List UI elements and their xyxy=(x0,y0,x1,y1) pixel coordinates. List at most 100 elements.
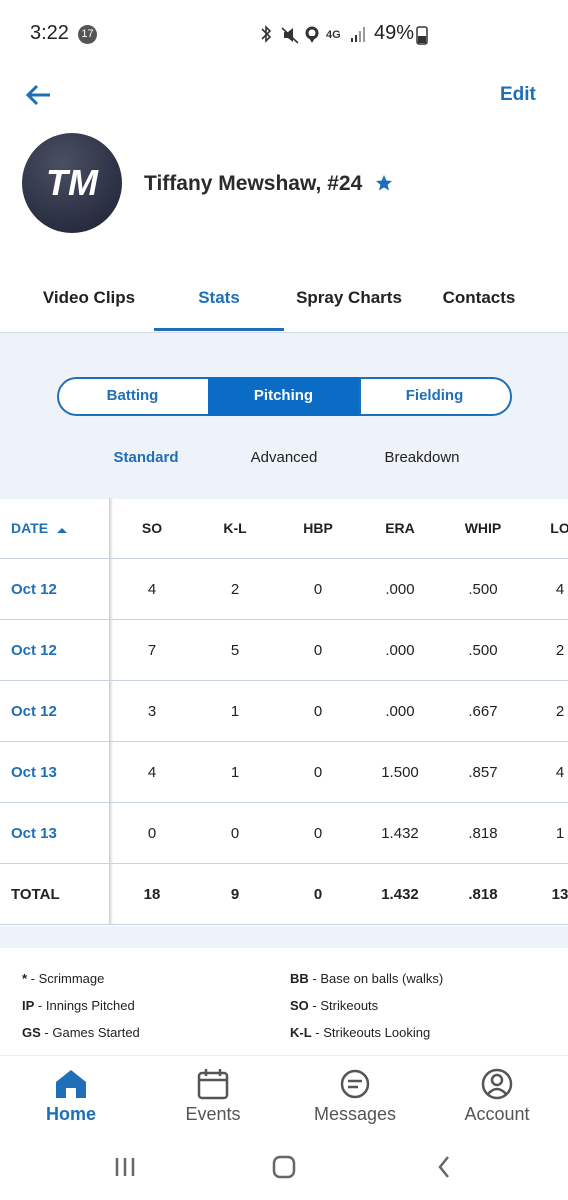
table-cell: 2 xyxy=(555,703,565,720)
back-button[interactable] xyxy=(24,82,54,108)
legend-abbr: SO xyxy=(290,998,309,1013)
table-cell: 1 xyxy=(230,764,240,781)
sort-icon xyxy=(57,528,67,533)
legend-entry: IP - Innings Pitched xyxy=(22,998,135,1013)
nav-icons xyxy=(56,1068,513,1100)
column-header[interactable]: SO xyxy=(141,520,163,536)
sub-tab[interactable]: Advanced xyxy=(250,449,318,466)
legend-entry: BB - Base on balls (walks) xyxy=(290,971,444,986)
legend-text: Innings Pitched xyxy=(45,998,135,1013)
tab[interactable]: Spray Charts xyxy=(296,288,402,307)
table-cell: 1 xyxy=(230,703,240,720)
legend-entry: * - Scrimmage xyxy=(22,971,105,986)
table-cell: 0 xyxy=(313,825,323,842)
tab-indicator xyxy=(154,328,284,331)
segment[interactable]: Pitching xyxy=(253,387,314,404)
segment[interactable]: Fielding xyxy=(405,387,464,404)
segment-active xyxy=(208,377,360,416)
table-cell: 2 xyxy=(555,642,565,659)
status-icons: 4G xyxy=(261,25,365,44)
edit-button[interactable]: Edit xyxy=(500,84,536,105)
table-cell: .818 xyxy=(468,886,498,903)
notification-badge: 17 xyxy=(78,25,97,44)
table-cell: 0 xyxy=(313,581,323,598)
table-cell: 4 xyxy=(147,581,157,598)
tab[interactable]: Video Clips xyxy=(42,288,136,307)
legend-text: Strikeouts xyxy=(320,998,379,1013)
table-cell: 9 xyxy=(230,886,240,903)
tab[interactable]: Stats xyxy=(198,288,240,307)
column-header[interactable]: K-L xyxy=(223,520,247,536)
row-divider xyxy=(0,924,568,925)
table-cell: 0 xyxy=(313,703,323,720)
legend-entry: SO - Strikeouts xyxy=(290,998,379,1013)
table-cell: .500 xyxy=(468,581,498,598)
segment-divider xyxy=(359,379,361,414)
column-header[interactable]: HBP xyxy=(303,520,333,536)
player-name: Tiffany Mewshaw, #24 xyxy=(144,172,363,195)
row-divider xyxy=(0,863,568,864)
table-cell: 0 xyxy=(313,642,323,659)
sub-tab[interactable]: Breakdown xyxy=(384,449,460,466)
table-cell: 0 xyxy=(147,825,157,842)
svg-text:4G: 4G xyxy=(326,29,341,41)
legend-abbr: BB xyxy=(290,971,309,986)
row-divider xyxy=(0,619,568,620)
nav-item[interactable]: Account xyxy=(464,1104,530,1124)
legend-entry: K-L - Strikeouts Looking xyxy=(290,1025,431,1040)
table-cell: .818 xyxy=(468,825,498,842)
system-nav xyxy=(115,1155,449,1179)
legend-abbr: * xyxy=(22,971,28,986)
table-cell: TOTAL xyxy=(11,886,60,903)
table-cell: 2 xyxy=(230,581,240,598)
table-cell: 4 xyxy=(147,764,157,781)
table-cell: 0 xyxy=(313,886,323,903)
table-cell: .000 xyxy=(385,703,415,720)
table-cell: 4 xyxy=(555,581,565,598)
table-cell: 7 xyxy=(147,642,157,659)
separator xyxy=(0,926,568,948)
table-cell[interactable]: Oct 12 xyxy=(11,642,57,659)
tab[interactable]: Contacts xyxy=(442,288,516,307)
table-cell[interactable]: Oct 13 xyxy=(11,825,57,842)
table-cell: 13 xyxy=(551,886,568,903)
table-cell: .667 xyxy=(468,703,498,720)
clock: 3:22 xyxy=(30,22,69,44)
column-header[interactable]: DATE xyxy=(11,520,49,536)
sub-tab[interactable]: Standard xyxy=(113,449,179,466)
nav-item[interactable]: Messages xyxy=(313,1104,397,1124)
legend-text: Games Started xyxy=(52,1025,140,1040)
table-cell[interactable]: Oct 13 xyxy=(11,764,57,781)
legend-abbr: K-L xyxy=(290,1025,312,1040)
row-divider xyxy=(0,802,568,803)
column-header[interactable]: ERA xyxy=(385,520,415,536)
nav-item[interactable]: Events xyxy=(185,1104,241,1124)
legend-text: Strikeouts Looking xyxy=(323,1025,431,1040)
column-header[interactable]: LO xyxy=(550,520,568,536)
table-cell: 1 xyxy=(555,825,565,842)
legend-abbr: IP xyxy=(22,998,35,1013)
table-cell: .000 xyxy=(385,581,415,598)
battery-icon xyxy=(416,26,428,45)
row-divider xyxy=(0,558,568,559)
favorite-star[interactable] xyxy=(375,174,393,192)
nav-item[interactable]: Home xyxy=(45,1104,96,1124)
legend-abbr: GS xyxy=(22,1025,41,1040)
avatar: TM xyxy=(22,133,122,233)
legend-text: Base on balls (walks) xyxy=(320,971,444,986)
column-header[interactable]: WHIP xyxy=(464,520,502,536)
table-cell: .500 xyxy=(468,642,498,659)
legend-entry: GS - Games Started xyxy=(22,1025,140,1040)
segment[interactable]: Batting xyxy=(106,387,159,404)
table-cell: 1.432 xyxy=(381,886,419,903)
table-cell: .000 xyxy=(385,642,415,659)
table-cell[interactable]: Oct 12 xyxy=(11,703,57,720)
table-cell: .857 xyxy=(468,764,498,781)
table-cell: 0 xyxy=(313,764,323,781)
legend-text: Scrimmage xyxy=(38,971,105,986)
bottom-nav xyxy=(0,1055,568,1141)
table-cell: 3 xyxy=(147,703,157,720)
table-cell: 1.500 xyxy=(381,764,419,781)
table-cell[interactable]: Oct 12 xyxy=(11,581,57,598)
